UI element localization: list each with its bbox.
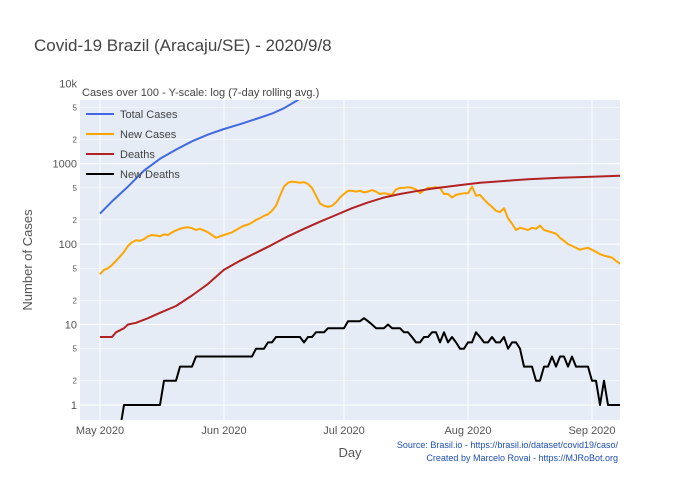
series-line-2: [100, 174, 620, 338]
x-tick-label: Sep 2020: [568, 425, 615, 437]
y-tick-label: 100: [59, 239, 77, 251]
y-tick-minor-label: 5: [73, 104, 78, 113]
plot-area: [80, 100, 620, 420]
source-line-1[interactable]: Source: Brasil.io - https://brasil.io/da…: [397, 440, 619, 450]
y-tick-minor-label: 5: [73, 345, 78, 354]
y-tick-minor-label: 5: [73, 184, 78, 193]
y-tick-minor-label: 2: [73, 216, 78, 225]
chart-title: Covid-19 Brazil (Aracaju/SE) - 2020/9/8: [34, 36, 332, 55]
legend-label-3[interactable]: New Deaths: [120, 169, 180, 181]
x-axis-title: Day: [338, 445, 362, 460]
chart-subtitle: Cases over 100 - Y-scale: log (7-day rol…: [82, 87, 319, 99]
x-tick-label: Jun 2020: [201, 425, 246, 437]
y-tick-minor-label: 2: [73, 136, 78, 145]
x-tick-label: Aug 2020: [444, 425, 491, 437]
y-axis-title: Number of Cases: [20, 209, 35, 311]
x-tick-label: Jul 2020: [323, 425, 365, 437]
series-line-1: [99, 180, 620, 276]
source-line-2[interactable]: Created by Marcelo Rovai - https://MJRoB…: [426, 453, 618, 463]
series-line-3: [120, 317, 620, 420]
y-tick-label: 1: [71, 400, 77, 412]
y-tick-minor-label: 2: [73, 296, 78, 305]
x-tick-label: May 2020: [76, 425, 124, 437]
legend-label-1[interactable]: New Cases: [120, 129, 177, 141]
legend-label-2[interactable]: Deaths: [120, 149, 155, 161]
legend-label-0[interactable]: Total Cases: [120, 109, 178, 121]
y-tick-label: 1000: [53, 159, 77, 171]
series-line-0: [99, 100, 300, 215]
y-tick-minor-label: 2: [73, 377, 78, 386]
series-lines: [99, 100, 620, 420]
y-tick-label: 10: [65, 320, 77, 332]
y-tick-label: 10k: [59, 78, 77, 90]
x-axis-ticks: May 2020 Jun 2020 Jul 2020 Aug 2020 Sep 2020: [76, 425, 616, 437]
y-tick-minor-label: 5: [73, 264, 78, 273]
y-axis-ticks: 1 10 100 1000 10k 2 5 2 5 2 5 2 5: [53, 78, 78, 412]
legend[interactable]: Total Cases New Cases Deaths New Deaths: [86, 109, 180, 181]
